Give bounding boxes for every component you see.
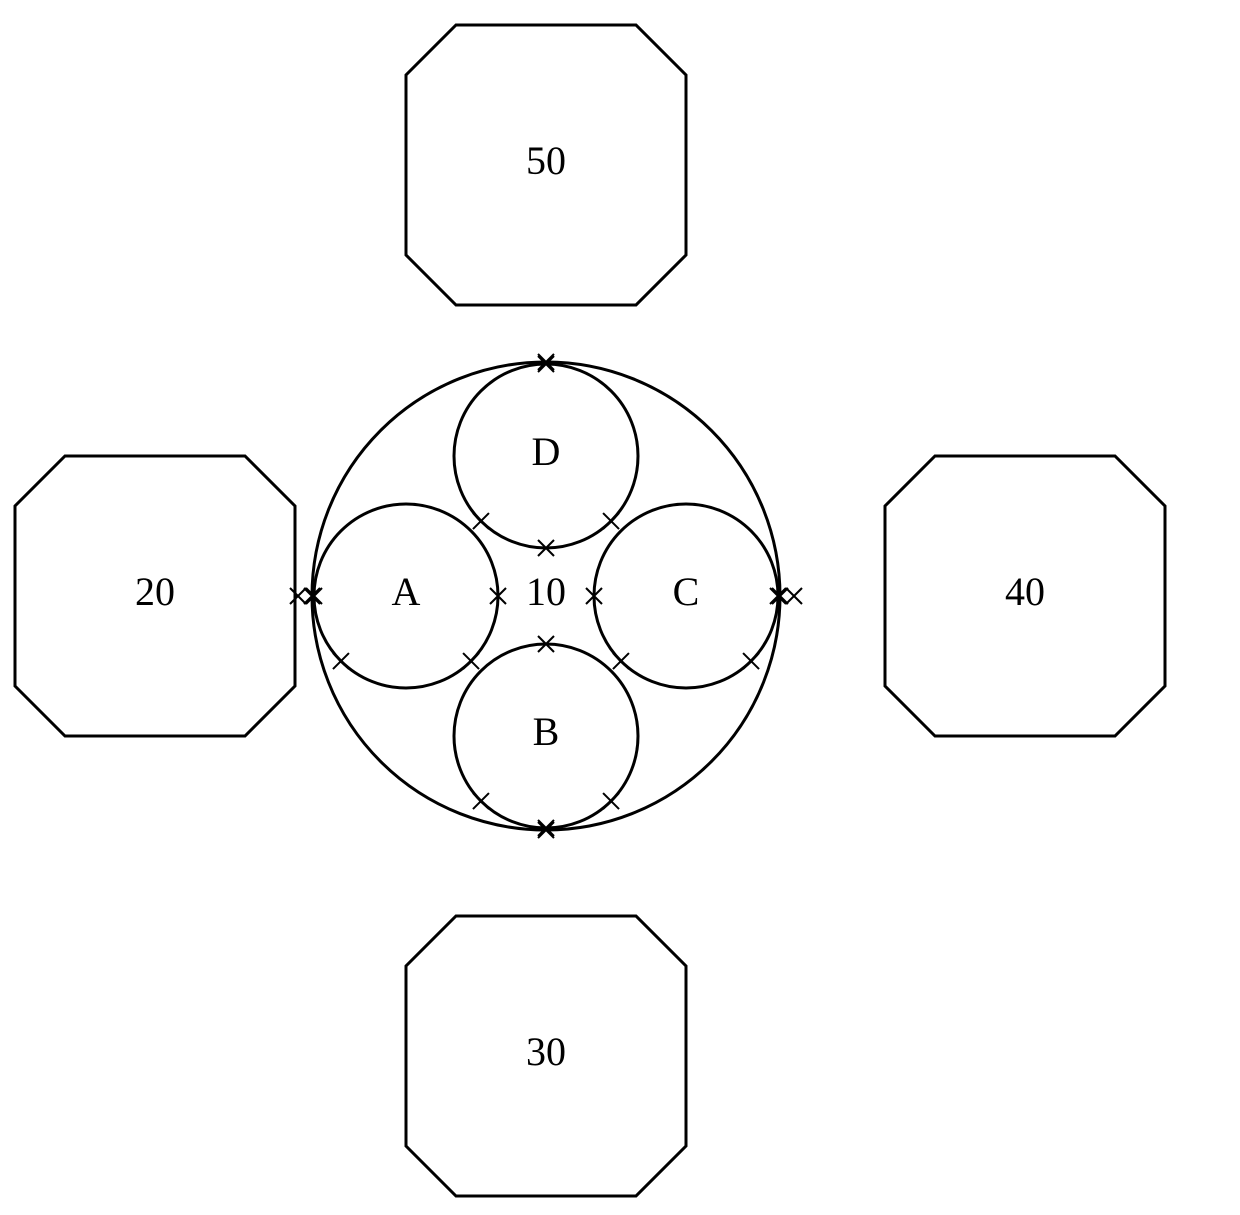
inner-circle-D-label: D <box>532 429 561 474</box>
x-mark-icon <box>743 653 759 669</box>
diagram-canvas: 20 30 40 50 10 A B C D <box>0 0 1240 1215</box>
x-mark-icon <box>333 653 349 669</box>
octagon-20-label: 20 <box>135 569 175 614</box>
inner-circle-A-label: A <box>392 569 421 614</box>
x-mark-icon <box>786 588 802 604</box>
x-mark-icon <box>613 653 629 669</box>
x-mark-icon <box>603 793 619 809</box>
octagon-50-label: 50 <box>526 138 566 183</box>
inner-circle-B-label: B <box>533 709 560 754</box>
x-mark-icon <box>473 793 489 809</box>
center-circle-label: 10 <box>526 569 566 614</box>
x-mark-icon <box>290 588 306 604</box>
x-mark-icon <box>473 513 489 529</box>
x-mark-icon <box>603 513 619 529</box>
octagon-40-label: 40 <box>1005 569 1045 614</box>
x-mark-icon <box>463 653 479 669</box>
octagon-30-label: 30 <box>526 1029 566 1074</box>
inner-circle-C-label: C <box>673 569 700 614</box>
